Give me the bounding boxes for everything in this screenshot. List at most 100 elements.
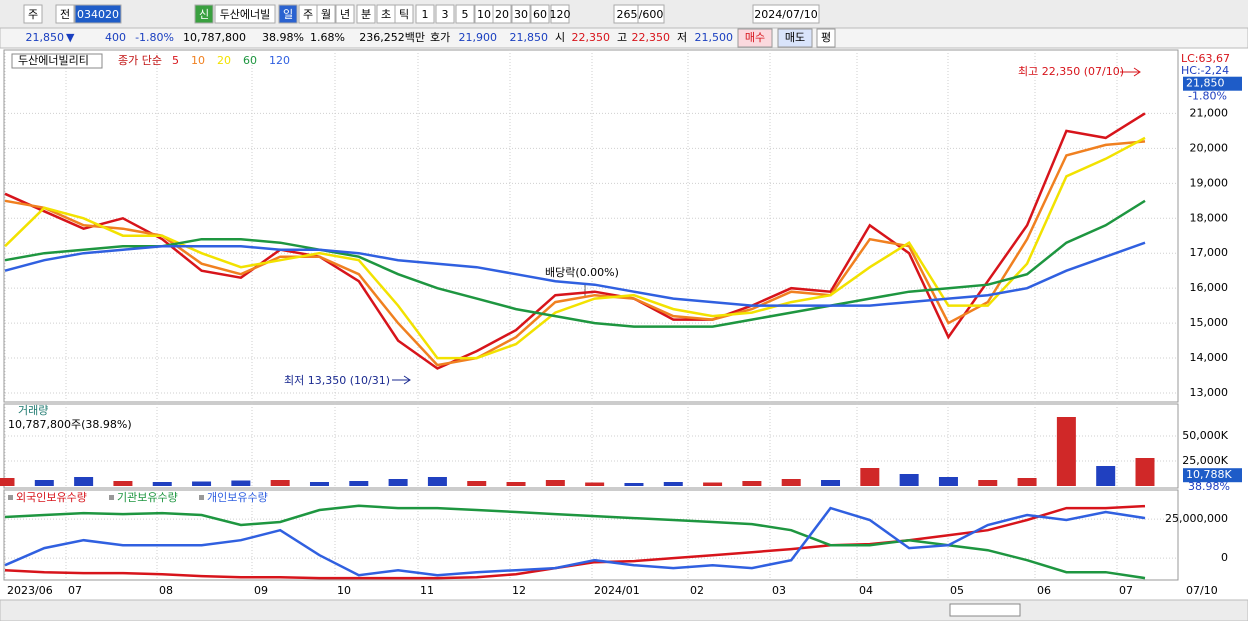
toolbar-label[interactable]: 5 <box>462 8 469 21</box>
info-value: 21,850 <box>26 31 65 44</box>
x-tick-label: 11 <box>420 584 434 597</box>
current-price-box <box>1183 76 1242 91</box>
toolbar-label[interactable]: 신 <box>199 8 209 21</box>
toolbar-label[interactable]: 265 <box>617 8 638 21</box>
x-tick-label: 06 <box>1037 584 1051 597</box>
toolbar-label[interactable]: 일 <box>283 7 293 21</box>
toolbar-label[interactable]: 주 <box>28 8 38 21</box>
toolbar-label[interactable]: 년 <box>340 8 350 21</box>
current-volume-label: 10,788K <box>1186 468 1232 481</box>
toolbar-label[interactable]: 120 <box>550 8 571 21</box>
x-tick-label: 07 <box>68 584 82 597</box>
info-value: 매도 <box>785 31 805 44</box>
y-tick-label: 50,000K <box>1182 429 1228 442</box>
x-tick-label: 02 <box>690 584 704 597</box>
axis-info: LC:63,67 <box>1181 52 1230 65</box>
info-value: 호가 <box>430 31 450 44</box>
volume-bar <box>1017 478 1037 486</box>
annotation-low: 최저 13,350 (10/31) <box>284 374 390 387</box>
toolbar-button[interactable] <box>415 4 435 24</box>
toolbar-button[interactable] <box>550 4 570 24</box>
high-arrow <box>1120 67 1141 77</box>
volume-bar <box>309 482 329 486</box>
y-tick-label: 25,000,000 <box>1165 512 1228 525</box>
toolbar-label[interactable]: /600 <box>639 8 664 21</box>
legend-entry: 20 <box>217 54 231 67</box>
y-tick-label: 19,000 <box>1190 176 1229 189</box>
toolbar-button[interactable] <box>492 4 512 24</box>
toolbar-button[interactable] <box>356 4 376 24</box>
series-line <box>4 504 1146 580</box>
toolbar-button[interactable] <box>214 4 276 24</box>
x-tick-label: 04 <box>859 584 873 597</box>
toolbar-label[interactable]: 034020 <box>77 8 119 21</box>
volume-bar <box>0 478 15 486</box>
toolbar-button[interactable] <box>530 4 550 24</box>
info-value: 21,900 <box>459 31 498 44</box>
volume-bar <box>703 482 723 486</box>
toolbar-button[interactable] <box>435 4 455 24</box>
toolbar-button[interactable] <box>74 4 122 24</box>
volume-bar <box>624 483 644 486</box>
volume-bar <box>349 481 369 486</box>
y-tick-label: 16,000 <box>1190 281 1229 294</box>
info-value: 400 <box>105 31 126 44</box>
toolbar-label[interactable]: 10 <box>477 8 491 21</box>
toolbar-button[interactable] <box>394 4 414 24</box>
volume-bar <box>231 480 251 486</box>
y-tick-label: 21,000 <box>1190 106 1229 119</box>
toolbar-label[interactable]: 틱 <box>399 8 409 21</box>
toolbar-label[interactable]: 주 <box>303 8 313 21</box>
toolbar-label[interactable]: 초 <box>381 8 391 21</box>
toolbar-button[interactable] <box>278 4 298 24</box>
info-value: ▼ <box>66 31 75 44</box>
volume-bar <box>388 479 408 486</box>
toolbar-button[interactable] <box>194 4 214 24</box>
toolbar-button[interactable] <box>335 4 355 24</box>
order-button[interactable] <box>737 28 773 48</box>
toolbar-label[interactable]: 60 <box>533 8 547 21</box>
toolbar-label[interactable]: 두산에너빌 <box>220 8 271 21</box>
toolbar-label[interactable]: 3 <box>442 8 449 21</box>
order-button[interactable] <box>816 28 836 48</box>
info-value: 21,500 <box>695 31 734 44</box>
x-tick-label: 2023/06 <box>7 584 53 597</box>
toolbar-button[interactable] <box>455 4 475 24</box>
y-tick-label: 15,000 <box>1190 316 1229 329</box>
x-end-label: 07/10 <box>1186 584 1218 597</box>
toolbar-label[interactable]: 1 <box>422 8 429 21</box>
toolbar-label[interactable]: 전 <box>60 8 70 21</box>
y-tick-label: 17,000 <box>1190 246 1229 259</box>
volume-bar <box>427 477 447 486</box>
series-line <box>4 140 1146 367</box>
scroll-thumb[interactable] <box>949 603 1021 617</box>
volume-bar <box>192 481 212 486</box>
y-tick-label: 13,000 <box>1190 386 1229 399</box>
toolbar-label[interactable]: 20 <box>495 8 509 21</box>
toolbar-button[interactable] <box>511 4 531 24</box>
order-button[interactable] <box>777 28 813 48</box>
volume-bar <box>467 481 487 486</box>
panel-title: 두산에너빌리티 <box>18 54 89 67</box>
toolbar-label[interactable]: 2024/07/10 <box>754 8 817 21</box>
toolbar-button[interactable] <box>637 4 665 24</box>
y-tick-label: 18,000 <box>1190 211 1229 224</box>
toolbar-button[interactable] <box>752 4 820 24</box>
volume-bar <box>978 480 998 486</box>
volume-bar <box>506 482 526 486</box>
toolbar-label[interactable]: 월 <box>321 8 331 21</box>
legend-entry: 60 <box>243 54 257 67</box>
toolbar-label[interactable]: 30 <box>514 8 528 21</box>
x-tick-label: 2024/01 <box>594 584 640 597</box>
series-line <box>4 136 1146 360</box>
toolbar-label[interactable]: 분 <box>361 8 371 21</box>
toolbar-button[interactable] <box>55 4 75 24</box>
toolbar-button[interactable] <box>316 4 336 24</box>
scrollbar[interactable] <box>0 599 1248 621</box>
info-value: 21,850 <box>510 31 549 44</box>
info-value: 1.68% <box>310 31 345 44</box>
toolbar-button[interactable] <box>23 4 43 24</box>
volume-bar <box>821 480 841 486</box>
axis-info: HC:-2,24 <box>1181 64 1229 77</box>
